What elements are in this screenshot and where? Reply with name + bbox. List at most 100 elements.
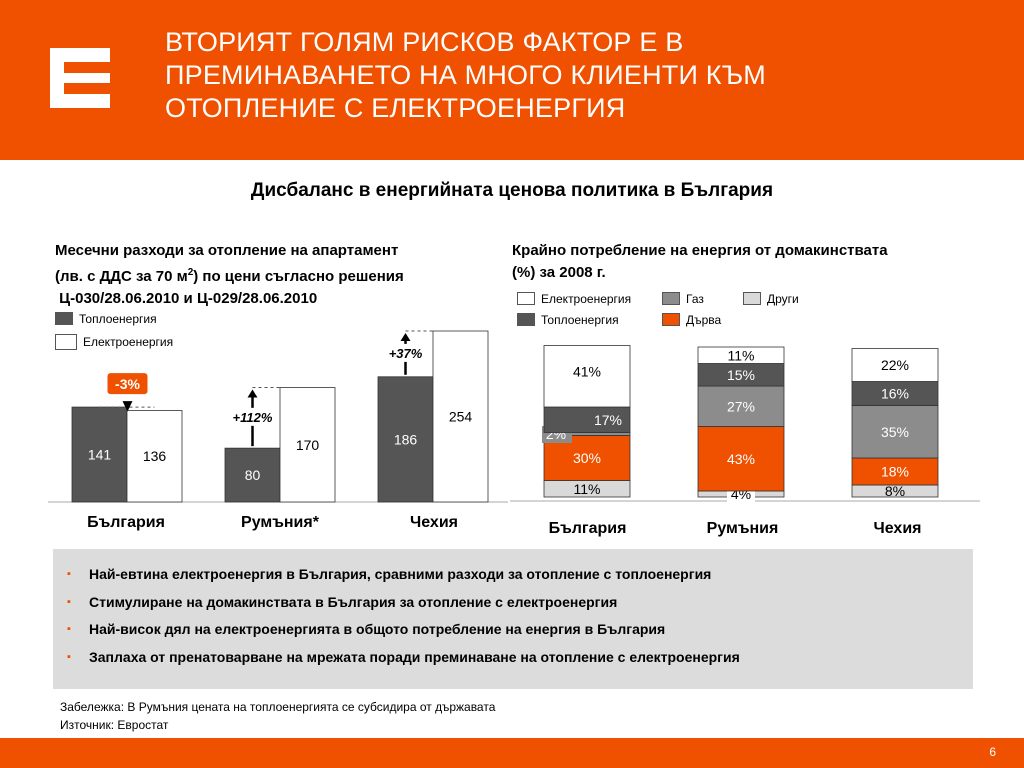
legend-item-other: Други — [743, 292, 799, 306]
legend-label: Топлоенергия — [79, 312, 157, 326]
right-category-label: Чехия — [873, 520, 922, 537]
right-chart-title: Крайно потребление на енергия от домакин… — [512, 240, 982, 284]
segment-label: 30% — [573, 450, 601, 466]
legend-swatch-gas — [662, 292, 680, 305]
footnote-note: Забележка: В Румъния цената на топлоенер… — [60, 700, 496, 714]
left-bar-chart: 141 136 -3% 80 170 +112% 186 254 +37% — [48, 330, 508, 503]
bar-heat — [377, 376, 434, 503]
conclusions-list: ▪ Най-евтина електроенергия в България, с… — [53, 549, 973, 671]
bar-electricity — [126, 410, 183, 503]
bar-heat — [224, 447, 281, 503]
left-category-label: Румъния* — [241, 514, 319, 531]
legend-label: Топлоенергия — [541, 313, 619, 327]
slide-title-line: ПРЕМИНАВАНЕТО НА МНОГО КЛИЕНТИ КЪМ — [165, 60, 766, 90]
segment-label: 27% — [727, 398, 755, 414]
segment-label: 16% — [881, 386, 909, 402]
stacked-segment — [697, 426, 785, 492]
left-category-label: България — [87, 514, 165, 531]
change-label: +112% — [233, 410, 273, 425]
left-chart-title-part: ) по цени съгласно решения — [193, 268, 404, 285]
data-label-heat: 186 — [394, 431, 418, 447]
footer-bar: 6 — [0, 738, 1024, 768]
bullet-text: Стимулиране на домакинствата в България … — [89, 593, 618, 610]
legend-swatch-heat — [55, 312, 73, 325]
legend-item-wood: Дърва — [662, 313, 721, 327]
stacked-segment — [851, 348, 939, 382]
right-chart-title-line: Крайно потребление на енергия от домакин… — [512, 242, 888, 259]
footnotes: Забележка: В Румъния цената на топлоенер… — [60, 698, 495, 734]
change-arrowhead — [400, 333, 411, 341]
data-label-electricity: 254 — [449, 409, 473, 425]
stacked-segment — [851, 381, 939, 406]
slide-title-line: ВТОРИЯТ ГОЛЯМ РИСКОВ ФАКТОР Е В — [165, 27, 684, 57]
data-label-electricity: 170 — [296, 437, 320, 453]
bullet-text: Заплаха от пренатоварване на мрежата пор… — [89, 648, 740, 665]
change-label-bg — [225, 407, 280, 426]
segment-label: 41% — [573, 364, 601, 380]
bar-electricity — [432, 330, 489, 503]
legend-item-heat: Топлоенергия — [55, 312, 157, 326]
segment-label: 15% — [727, 367, 755, 383]
legend-swatch-wood — [662, 313, 680, 326]
change-badge — [107, 373, 148, 395]
left-category-label: Чехия — [410, 514, 458, 531]
list-item: ▪ Най-висок дял на електроенергията в общ… — [67, 616, 973, 644]
list-item: ▪ Заплаха от пренатоварване на мрежата по… — [67, 644, 973, 672]
legend-item-heat: Топлоенергия — [517, 313, 619, 327]
change-label: -3% — [115, 376, 140, 392]
legend-label: Електроенергия — [541, 292, 632, 306]
segment-label: 11% — [574, 481, 601, 497]
segment-label: 17% — [594, 412, 622, 428]
stacked-segment — [851, 457, 939, 486]
change-arrowhead — [122, 401, 133, 412]
bullet-icon: ▪ — [67, 568, 71, 580]
legend-swatch-other — [743, 292, 761, 305]
page-number: 6 — [989, 745, 996, 759]
data-label-heat: 141 — [88, 447, 112, 463]
list-item: ▪ Най-евтина електроенергия в България, с… — [67, 561, 973, 589]
left-chart-title-part: (лв. с ДДС за 70 м — [55, 268, 188, 285]
legend-label: Други — [767, 292, 799, 306]
segment-label: 8% — [885, 483, 905, 499]
left-chart-title: Месечни разходи за отопление на апартаме… — [55, 240, 475, 310]
segment-label: 43% — [727, 451, 755, 467]
conclusions-panel: ▪ Най-евтина електроенергия в България, с… — [53, 549, 973, 689]
stacked-segment — [543, 406, 631, 433]
change-label: +37% — [389, 346, 423, 361]
company-logo — [50, 48, 110, 108]
bar-electricity — [279, 387, 336, 503]
bullet-text: Най-евтина електроенергия в България, ср… — [89, 566, 712, 582]
legend-swatch-heat — [517, 313, 535, 326]
footnote-source: Източник: Евростат — [60, 718, 169, 732]
stacked-segment — [697, 346, 785, 364]
legend-label: Дърва — [686, 313, 722, 327]
legend-item-gas: Газ — [662, 292, 704, 306]
bullet-icon: ▪ — [67, 623, 71, 635]
segment-label: 18% — [881, 464, 909, 480]
left-chart-title-sup: 2 — [187, 267, 194, 278]
segment-label: 22% — [881, 357, 909, 373]
change-label-bg — [378, 343, 433, 362]
right-category-label: България — [548, 520, 627, 537]
legend-swatch-electricity — [55, 334, 77, 350]
list-item: ▪ Стимулиране на домакинствата в България… — [67, 589, 973, 617]
right-stacked-bar-chart: 11%30%2%17%41%4%43%27%15%11%8%18%35%16%2… — [510, 345, 980, 503]
legend-item-electricity: Електроенергия — [55, 334, 173, 350]
bullet-icon: ▪ — [67, 650, 71, 663]
stacked-segment — [697, 385, 785, 427]
segment-label: 11% — [728, 347, 755, 363]
bullet-icon: ▪ — [67, 595, 71, 608]
legend-label: Електроенергия — [83, 335, 174, 349]
slide-subtitle: Дисбаланс в енергийната ценова политика … — [250, 180, 774, 201]
bullet-text: Най-висок дял на електроенергията в общо… — [89, 621, 666, 637]
legend-label: Газ — [686, 292, 704, 306]
right-category-label: Румъния — [706, 520, 779, 537]
legend-swatch-electricity — [517, 292, 535, 305]
left-chart-title-line: Ц-030/28.06.2010 и Ц-029/28.06.2010 — [55, 290, 318, 307]
slide-title-line: ОТОПЛЕНИЕ С ЕЛЕКТРОЕНЕРГИЯ — [165, 93, 626, 123]
left-chart-title-line: (лв. с ДДС за 70 м2) по цени съгласно ре… — [55, 262, 475, 288]
right-chart-title-line: (%) за 2008 г. — [512, 264, 606, 281]
segment-label: 35% — [881, 424, 909, 440]
change-arrowhead — [247, 389, 258, 398]
slide-title: ВТОРИЯТ ГОЛЯМ РИСКОВ ФАКТОР Е В ПРЕМИНАВ… — [165, 26, 1005, 125]
